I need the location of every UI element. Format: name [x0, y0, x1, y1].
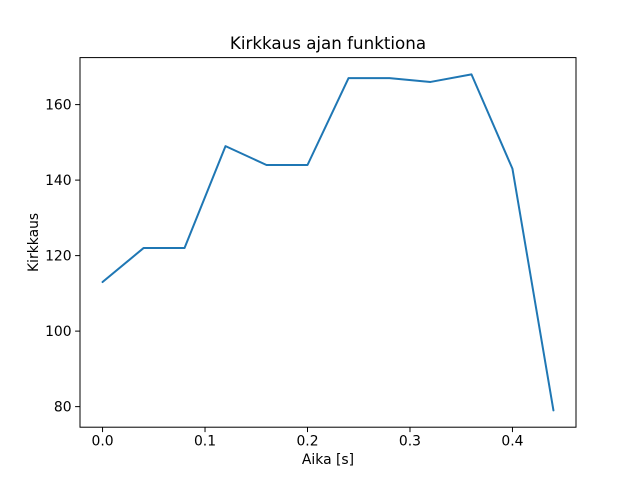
plot-frame	[79, 57, 577, 428]
x-tick-label: 0.3	[399, 434, 421, 450]
x-tick-label: 0.4	[501, 434, 523, 450]
x-tick-label: 0.2	[296, 434, 318, 450]
y-tick-label: 80	[54, 399, 72, 415]
chart-title: Kirkkaus ajan funktiona	[230, 33, 426, 53]
y-tick-label: 140	[45, 173, 72, 189]
y-tick-label: 100	[45, 324, 72, 340]
y-axis-label: Kirkkaus	[26, 213, 42, 272]
y-tick-label: 160	[45, 97, 72, 113]
x-axis-label: Aika [s]	[302, 452, 354, 468]
y-tick-label: 120	[45, 248, 72, 264]
data-line	[101, 73, 555, 412]
x-tick-label: 0.1	[194, 434, 216, 450]
x-tick-label: 0.0	[91, 434, 113, 450]
